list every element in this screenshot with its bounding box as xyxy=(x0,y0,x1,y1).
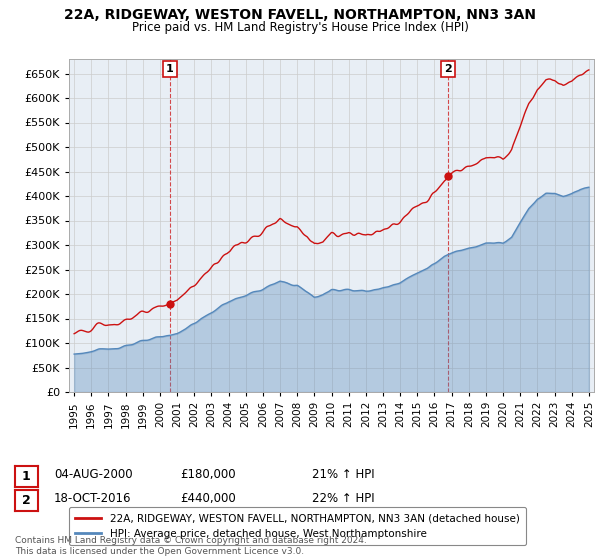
Legend: 22A, RIDGEWAY, WESTON FAVELL, NORTHAMPTON, NN3 3AN (detached house), HPI: Averag: 22A, RIDGEWAY, WESTON FAVELL, NORTHAMPTO… xyxy=(69,507,526,545)
Text: Contains HM Land Registry data © Crown copyright and database right 2024.
This d: Contains HM Land Registry data © Crown c… xyxy=(15,536,367,556)
Text: 1: 1 xyxy=(22,470,31,483)
Text: £180,000: £180,000 xyxy=(180,468,236,481)
Text: 18-OCT-2016: 18-OCT-2016 xyxy=(54,492,131,505)
Text: £440,000: £440,000 xyxy=(180,492,236,505)
Text: 21% ↑ HPI: 21% ↑ HPI xyxy=(312,468,374,481)
Text: Price paid vs. HM Land Registry's House Price Index (HPI): Price paid vs. HM Land Registry's House … xyxy=(131,21,469,34)
Text: 2: 2 xyxy=(22,494,31,507)
Text: 1: 1 xyxy=(166,64,174,74)
Text: 2: 2 xyxy=(444,64,452,74)
Text: 22A, RIDGEWAY, WESTON FAVELL, NORTHAMPTON, NN3 3AN: 22A, RIDGEWAY, WESTON FAVELL, NORTHAMPTO… xyxy=(64,8,536,22)
Text: 22% ↑ HPI: 22% ↑ HPI xyxy=(312,492,374,505)
Text: 04-AUG-2000: 04-AUG-2000 xyxy=(54,468,133,481)
